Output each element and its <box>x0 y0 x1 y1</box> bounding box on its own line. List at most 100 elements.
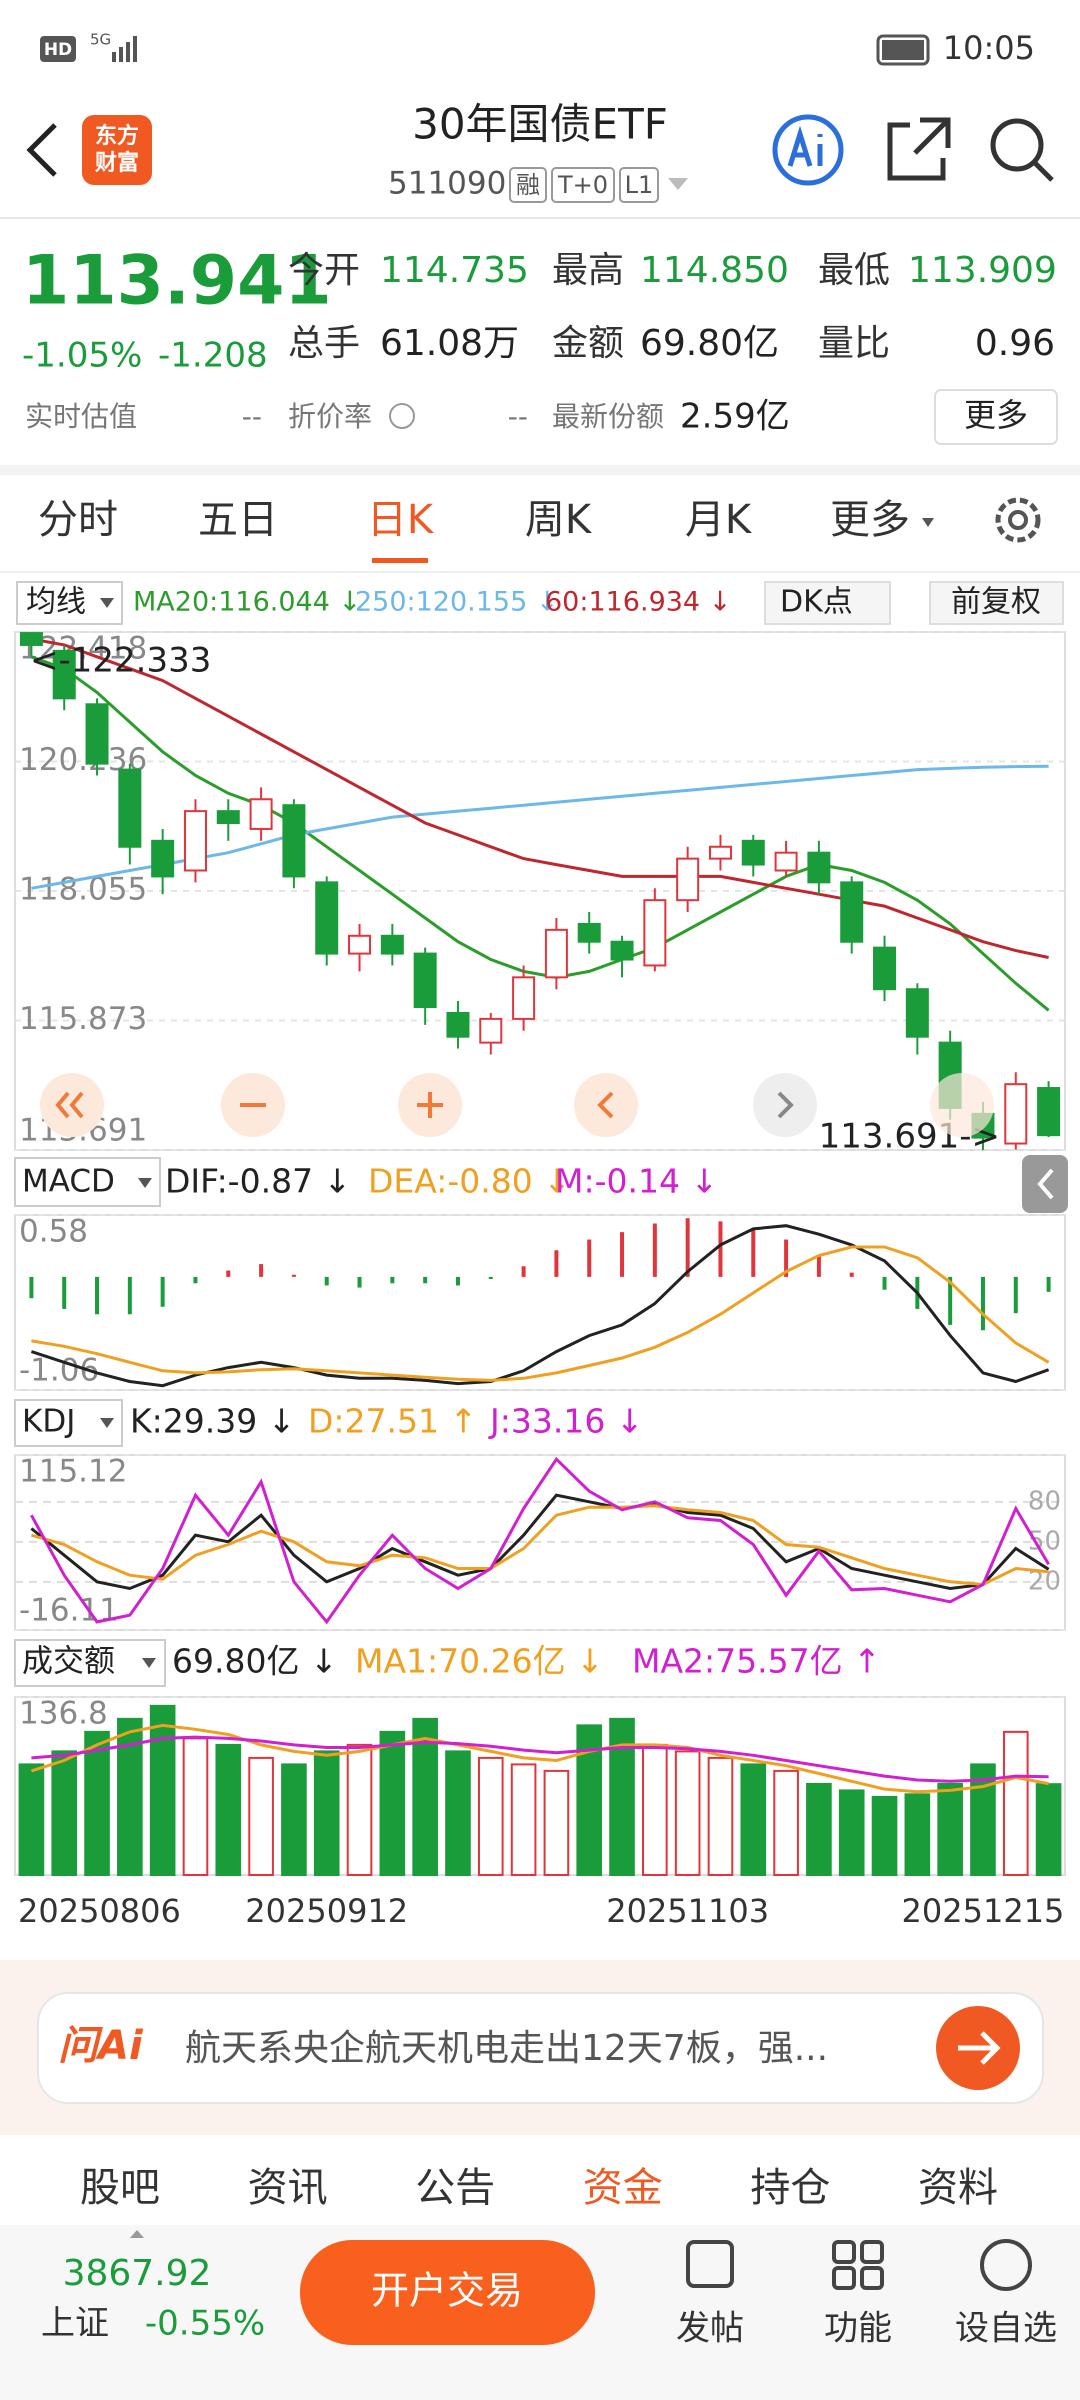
candle-body <box>216 810 240 825</box>
legend-ma20: MA20:116.044 ↓ <box>133 587 361 618</box>
period-tab[interactable]: 更多 <box>830 497 910 543</box>
nav-icon <box>417 1092 443 1118</box>
change-amount: -1.208 <box>158 336 268 376</box>
candle-body <box>249 798 273 830</box>
volume-bar <box>510 1763 537 1877</box>
indicator-line <box>31 1245 1050 1382</box>
indicator-line <box>30 1493 1050 1591</box>
indicator-selector[interactable] <box>14 1399 123 1447</box>
function-icon[interactable] <box>832 2240 884 2290</box>
chart-frame <box>14 1214 1066 1391</box>
candle-body <box>446 1011 470 1038</box>
dropdown-arrow <box>142 1658 156 1668</box>
volume-bar <box>379 1730 406 1876</box>
indicator-line <box>31 637 1049 959</box>
section-tab[interactable]: 公告 <box>415 2165 495 2211</box>
trade-label: 开户交易 <box>371 2269 523 2313</box>
legend-ma1: MA1:70.26亿 ↓ <box>355 1642 604 1681</box>
indicator-line <box>30 655 1050 1012</box>
y-tick-label: -16.11 <box>19 1593 119 1629</box>
candle-body <box>1004 1083 1028 1145</box>
field-label: 最新份额 <box>552 400 664 433</box>
share-button[interactable] <box>887 117 951 181</box>
indicator-selector[interactable] <box>14 1157 161 1207</box>
settings-icon <box>1008 510 1028 530</box>
period-tab[interactable]: 五日 <box>198 497 278 543</box>
dropdown-arrow <box>100 1418 114 1428</box>
volume-bar <box>412 1717 438 1876</box>
legend-d: D:27.51 ↑ <box>308 1402 477 1441</box>
legend-dea: DEA:-0.80 ↓ <box>368 1162 571 1201</box>
field-label: 金额 <box>552 323 624 364</box>
badge-text: T+0 <box>557 171 608 199</box>
volume-bar <box>281 1763 307 1877</box>
max-annotation: <-122.333 <box>30 641 211 681</box>
expand-arrow[interactable] <box>130 2230 144 2238</box>
back-button[interactable] <box>26 123 57 177</box>
volume-bar <box>84 1730 110 1876</box>
index-name: 上证 <box>41 2304 109 2344</box>
candle-body <box>151 839 175 878</box>
indicator-line <box>30 1723 1049 1794</box>
candle-body <box>85 703 109 765</box>
send-icon <box>958 2031 1001 2065</box>
section-tab[interactable]: 股吧 <box>80 2165 160 2211</box>
ref-tick-label: 50 <box>1028 1526 1061 1556</box>
adjust-label: 前复权 <box>951 585 1041 620</box>
watchlist-icon[interactable] <box>980 2239 1032 2291</box>
ref-tick-label: 80 <box>1028 1486 1061 1516</box>
field-label: 总手 <box>288 323 360 364</box>
collapse-button[interactable] <box>1022 1155 1068 1213</box>
settings-button[interactable] <box>995 497 1041 543</box>
y-tick-label: 118.055 <box>19 871 147 907</box>
legend-ma250: 250:120.155 ↓ <box>355 587 559 618</box>
nav-icon <box>55 1091 70 1119</box>
section-tab[interactable]: 资金 <box>583 2165 663 2211</box>
nav-button[interactable] <box>753 1073 817 1137</box>
chart-nav <box>40 1073 994 1137</box>
more-button[interactable] <box>934 389 1058 445</box>
period-tab[interactable]: 分时 <box>38 497 118 543</box>
period-tab[interactable]: 月K <box>685 497 753 543</box>
candle-body <box>708 845 732 860</box>
x-tick-label: 20251215 <box>902 1892 1065 1930</box>
x-tick-label: 20250806 <box>18 1892 181 1930</box>
volume-bar <box>1035 1783 1062 1876</box>
x-tick-label: 20251103 <box>606 1892 769 1930</box>
field-label: 今开 <box>288 250 360 291</box>
nav-button[interactable] <box>930 1073 994 1137</box>
ma-selector[interactable] <box>16 581 123 625</box>
section-tabs: 股吧 资讯 公告 资金 持仓 资料 <box>80 2165 998 2211</box>
period-tab[interactable]: 日K <box>367 497 435 543</box>
tab-underline <box>372 558 428 563</box>
volume-bar <box>609 1717 635 1876</box>
period-tabs: 分时 五日 日K 周K 月K 更多 <box>38 497 934 563</box>
dropdown-arrow[interactable] <box>668 178 688 190</box>
info-icon[interactable] <box>389 403 415 429</box>
badge <box>551 167 615 203</box>
logo[interactable] <box>82 115 152 185</box>
legend-dif: DIF:-0.87 ↓ <box>165 1162 351 1201</box>
candle-body <box>118 768 142 848</box>
adjust-button[interactable] <box>929 581 1064 625</box>
charts: 122.418120.236118.055115.873113.691<-122… <box>14 631 1066 1930</box>
field-value: 113.909 <box>908 250 1057 291</box>
ai-button[interactable] <box>772 114 844 186</box>
section-tab[interactable]: 资讯 <box>248 2165 328 2211</box>
post-icon[interactable] <box>686 2240 734 2288</box>
legend-macd: M:-0.14 ↓ <box>555 1162 718 1201</box>
dk-button[interactable] <box>764 581 891 625</box>
ask-bar[interactable] <box>37 1992 1044 2104</box>
field-label: 最低 <box>818 250 890 291</box>
period-tab[interactable]: 周K <box>525 497 593 543</box>
section-tab[interactable]: 资料 <box>918 2165 998 2211</box>
candle-body <box>610 940 634 961</box>
volume-bar <box>970 1763 996 1877</box>
volume-bar <box>477 1756 504 1877</box>
volume-bar <box>543 1769 570 1876</box>
indicator-selector[interactable] <box>14 1639 166 1687</box>
section-tab[interactable]: 持仓 <box>750 2165 830 2211</box>
search-button[interactable] <box>990 118 1044 172</box>
nav-button[interactable] <box>574 1073 638 1137</box>
trade-button[interactable] <box>300 2240 595 2345</box>
